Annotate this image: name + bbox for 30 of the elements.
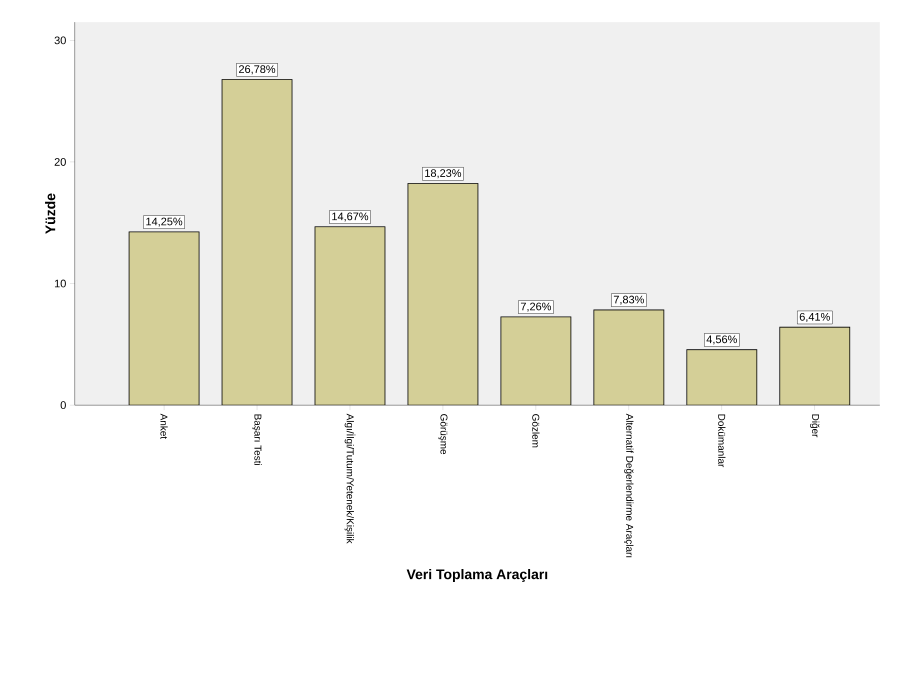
y-axis-title: Yüzde bbox=[45, 194, 56, 234]
x-tick-label: Anket bbox=[160, 414, 168, 440]
y-tick-label: 20 bbox=[54, 158, 66, 166]
bar bbox=[686, 349, 758, 406]
data-label: 6,41% bbox=[800, 312, 830, 322]
x-tick-label: Alternatif Değerlendirme Araçları bbox=[624, 414, 634, 558]
x-axis-title: Veri Toplama Araçları bbox=[406, 568, 548, 582]
x-tick-label: Gözlem bbox=[532, 414, 540, 448]
x-tick-label: Algı/İlgi/Tutum/Yetenek/Kişilik bbox=[344, 414, 356, 544]
x-tick-label: Başarı Testi bbox=[252, 414, 262, 466]
bar bbox=[408, 183, 478, 406]
bar bbox=[128, 231, 200, 406]
y-tick-label: 10 bbox=[54, 280, 66, 288]
data-label: 14,25% bbox=[146, 218, 182, 227]
data-label: 7,83% bbox=[614, 296, 644, 305]
x-tick-label: Diğer bbox=[810, 414, 820, 438]
data-label: 7,26% bbox=[520, 302, 552, 312]
data-label: 18,23% bbox=[425, 169, 462, 178]
bar bbox=[314, 226, 386, 406]
bar bbox=[500, 316, 572, 406]
x-tick-label: Dokümanlar bbox=[718, 414, 726, 468]
bar bbox=[779, 326, 850, 406]
bar bbox=[593, 310, 664, 406]
data-label: 4,56% bbox=[706, 335, 737, 344]
y-tick-label: 30 bbox=[54, 36, 66, 44]
x-tick-label: Görüşme bbox=[438, 414, 448, 454]
data-label: 14,67% bbox=[332, 212, 368, 222]
bar bbox=[222, 79, 292, 406]
data-label: 26,78% bbox=[238, 65, 276, 74]
y-tick-label: 0 bbox=[60, 401, 66, 409]
